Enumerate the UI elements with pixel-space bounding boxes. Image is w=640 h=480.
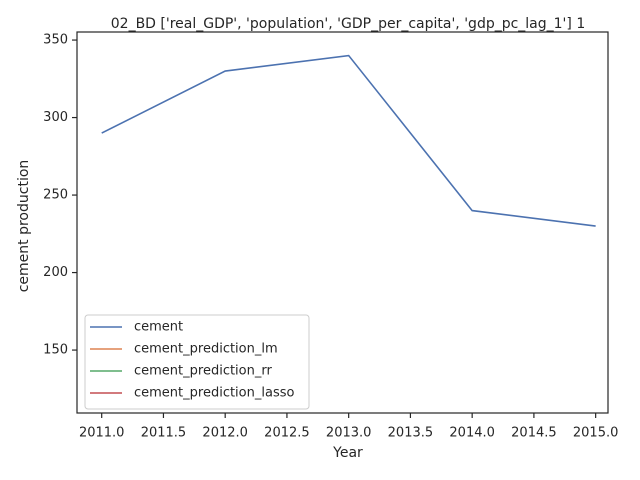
y-tick-label: 150 — [43, 343, 68, 358]
x-tick-label: 2013.5 — [388, 426, 434, 441]
chart-title: 02_BD ['real_GDP', 'population', 'GDP_pe… — [111, 16, 585, 32]
legend-label: cement_prediction_lm — [134, 342, 278, 357]
axes-frame — [76, 31, 609, 414]
x-tick-label: 2011.5 — [141, 426, 187, 441]
y-tick-label: 250 — [43, 188, 68, 203]
legend-box — [84, 314, 310, 410]
x-tick-label: 2012.0 — [202, 426, 248, 441]
legend-label: cement_prediction_rr — [134, 364, 272, 379]
line-series — [101, 54, 596, 227]
x-tick-label: 2014.0 — [449, 426, 495, 441]
y-tick-label: 300 — [43, 110, 68, 125]
x-tick-label: 2011.0 — [79, 426, 125, 441]
x-tick-label: 2012.5 — [264, 426, 310, 441]
x-tick-label: 2015.0 — [573, 426, 619, 441]
y-tick-label: 200 — [43, 265, 68, 280]
y-tick-label: 350 — [43, 33, 68, 48]
y-axis-label: cement production — [16, 160, 32, 293]
x-tick-label: 2014.5 — [511, 426, 557, 441]
legend-label: cement — [134, 320, 183, 335]
legend-label: cement_prediction_lasso — [134, 386, 294, 401]
x-axis-label: Year — [332, 445, 363, 461]
x-tick-label: 2013.0 — [326, 426, 372, 441]
